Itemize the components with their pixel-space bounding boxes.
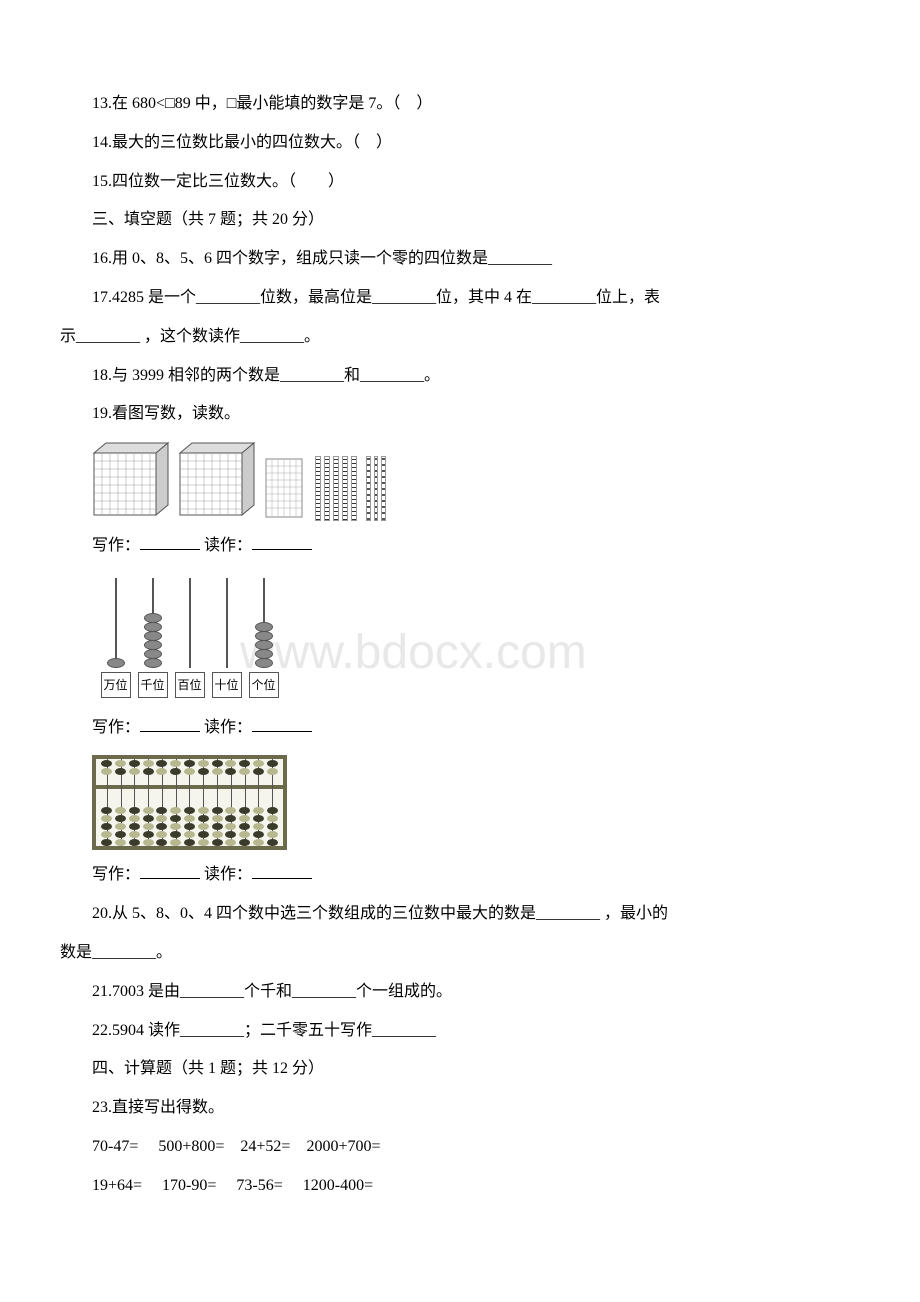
write-label: 写作： xyxy=(92,537,140,554)
cube-1000-icon xyxy=(178,441,258,521)
question-23: 23.直接写出得数。 xyxy=(60,1094,860,1123)
flat-100-icon xyxy=(264,451,309,521)
cube-1000-icon xyxy=(92,441,172,521)
calc-row-1: 70-47= 500+800= 24+52= 2000+700= xyxy=(60,1133,860,1162)
question-19: 19.看图写数，读数。 xyxy=(60,400,860,429)
figure-cubes xyxy=(92,441,860,521)
column-bai: 百位 xyxy=(174,578,206,703)
figure-suanpan xyxy=(92,755,860,850)
read-label: 读作： xyxy=(204,866,252,883)
calc-row-2: 19+64= 170-90= 73-56= 1200-400= xyxy=(60,1172,860,1201)
column-shi: 十位 xyxy=(211,578,243,703)
column-ge: 个位 xyxy=(248,578,280,703)
question-17-line2: 示________ ，这个数读作________。 xyxy=(60,323,860,352)
question-21: 21.7003 是由________个千和________个一组成的。 xyxy=(60,978,860,1007)
read-label: 读作： xyxy=(204,719,252,736)
question-14: 14.最大的三位数比最小的四位数大。（ ） xyxy=(60,129,860,158)
question-20-line1: 20.从 5、8、0、4 四个数中选三个数组成的三位数中最大的数是_______… xyxy=(60,900,860,929)
question-20-line2: 数是________。 xyxy=(60,939,860,968)
write-read-line-3: 写作： 读作： xyxy=(60,860,860,890)
question-17-line1: 17.4285 是一个________位数，最高位是________位，其中 4… xyxy=(60,284,860,313)
write-read-line-1: 写作： 读作： xyxy=(60,531,860,561)
question-15: 15.四位数一定比三位数大。（ ） xyxy=(60,168,860,197)
section-4-heading: 四、计算题（共 1 题；共 12 分） xyxy=(60,1055,860,1084)
rods-icon xyxy=(366,451,386,521)
column-qian: 千位 xyxy=(137,578,169,703)
read-label: 读作： xyxy=(204,537,252,554)
section-3-heading: 三、填空题（共 7 题；共 20 分） xyxy=(60,206,860,235)
write-label: 写作： xyxy=(92,719,140,736)
figure-bead-frame: 万位 千位 百位 十位 个位 xyxy=(92,573,860,703)
question-18: 18.与 3999 相邻的两个数是________和________。 xyxy=(60,362,860,391)
write-label: 写作： xyxy=(92,866,140,883)
column-wan: 万位 xyxy=(100,578,132,703)
document-body: 13.在 680<□89 中，□最小能填的数字是 7。（ ） 14.最大的三位数… xyxy=(60,90,860,1201)
write-read-line-2: 写作： 读作： xyxy=(60,713,860,743)
question-16: 16.用 0、8、5、6 四个数字，组成只读一个零的四位数是________ xyxy=(60,245,860,274)
rods-icon xyxy=(315,451,360,521)
question-13: 13.在 680<□89 中，□最小能填的数字是 7。（ ） xyxy=(60,90,860,119)
question-22: 22.5904 读作________；二千零五十写作________ xyxy=(60,1017,860,1046)
